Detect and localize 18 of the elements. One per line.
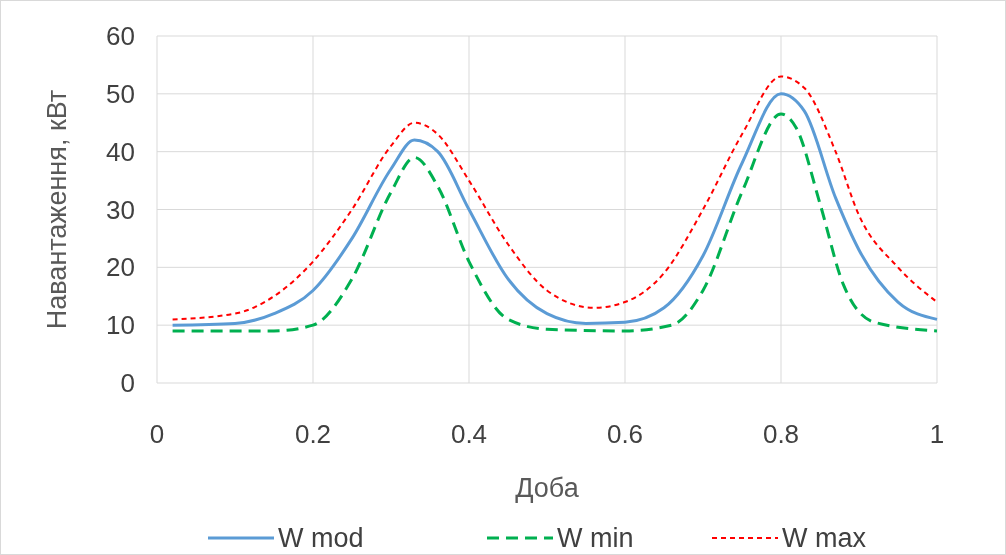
x-tick-label: 0.4 (450, 419, 488, 449)
y-tick-label: 20 (106, 252, 135, 283)
y-tick-label: 60 (106, 21, 135, 52)
x-tick-label: 0.6 (606, 419, 644, 449)
y-tick-label: 0 (120, 368, 135, 399)
legend-label: W max (782, 523, 867, 554)
x-tick-label: 1 (929, 419, 945, 449)
legend-label: W mod (278, 523, 364, 554)
x-axis-title: Доба (515, 473, 580, 503)
x-tick-label: 0 (149, 419, 165, 449)
y-tick-label: 50 (106, 78, 135, 109)
y-axis-title: Навантаження, кВт (42, 89, 72, 330)
x-tick-label: 0.2 (294, 419, 332, 449)
y-tick-label: 40 (106, 136, 135, 167)
legend-label: W min (557, 523, 634, 554)
y-tick-label: 10 (106, 310, 135, 341)
x-tick-label: 0.8 (762, 419, 800, 449)
y-tick-label: 30 (106, 194, 135, 225)
